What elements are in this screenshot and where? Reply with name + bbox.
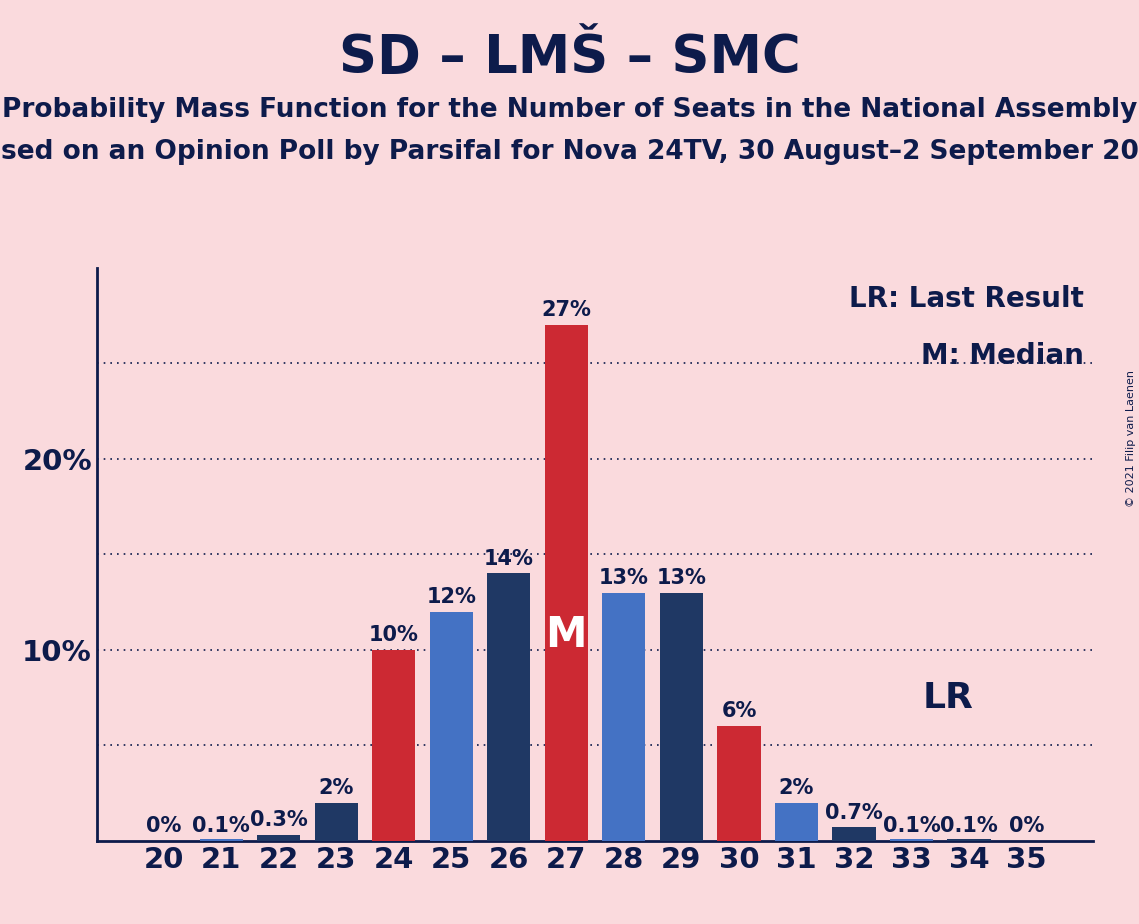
Text: © 2021 Filip van Laenen: © 2021 Filip van Laenen: [1126, 370, 1136, 506]
Bar: [833, 828, 876, 841]
Text: 2%: 2%: [319, 778, 354, 797]
Text: 10%: 10%: [369, 626, 419, 645]
Text: 0%: 0%: [1009, 816, 1044, 836]
Text: 12%: 12%: [426, 587, 476, 607]
Bar: [718, 726, 761, 841]
Text: 0.3%: 0.3%: [249, 810, 308, 831]
Text: 6%: 6%: [721, 701, 756, 722]
Bar: [659, 592, 703, 841]
Bar: [948, 839, 991, 841]
Bar: [314, 803, 358, 841]
Bar: [775, 803, 818, 841]
Bar: [199, 839, 243, 841]
Text: 0.1%: 0.1%: [192, 816, 251, 836]
Text: LR: LR: [923, 681, 974, 714]
Text: 2%: 2%: [779, 778, 814, 797]
Bar: [372, 650, 416, 841]
Bar: [429, 612, 473, 841]
Text: 13%: 13%: [599, 568, 649, 588]
Text: 0.7%: 0.7%: [825, 803, 883, 822]
Text: Probability Mass Function for the Number of Seats in the National Assembly: Probability Mass Function for the Number…: [2, 97, 1137, 123]
Text: 14%: 14%: [484, 549, 534, 568]
Text: LR: Last Result: LR: Last Result: [849, 286, 1083, 313]
Text: 27%: 27%: [541, 300, 591, 321]
Text: M: Median: M: Median: [920, 343, 1083, 371]
Text: 13%: 13%: [656, 568, 706, 588]
Text: 0%: 0%: [146, 816, 181, 836]
Bar: [890, 839, 933, 841]
Bar: [544, 325, 588, 841]
Text: Based on an Opinion Poll by Parsifal for Nova 24TV, 30 August–2 September 2021: Based on an Opinion Poll by Parsifal for…: [0, 139, 1139, 164]
Text: M: M: [546, 614, 587, 656]
Bar: [257, 835, 301, 841]
Text: 0.1%: 0.1%: [883, 816, 941, 836]
Bar: [487, 574, 531, 841]
Text: SD – LMŠ – SMC: SD – LMŠ – SMC: [338, 32, 801, 84]
Text: 0.1%: 0.1%: [940, 816, 998, 836]
Bar: [603, 592, 646, 841]
